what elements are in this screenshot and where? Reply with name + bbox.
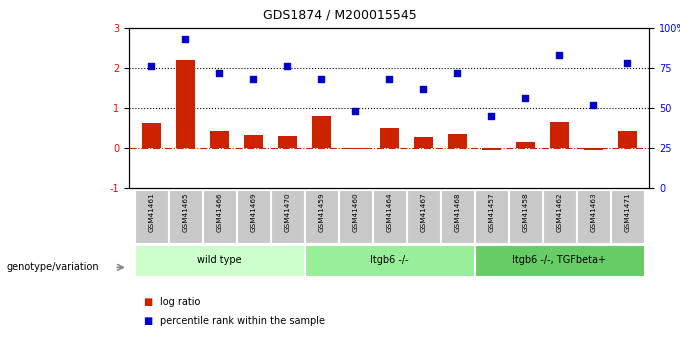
Text: wild type: wild type (197, 256, 241, 265)
Point (622, 60, 633, 66)
Text: GSM41465: GSM41465 (182, 193, 188, 232)
Point (248, 76, 258, 82)
Text: GSM41462: GSM41462 (556, 193, 562, 232)
Text: GSM41467: GSM41467 (420, 193, 426, 232)
Point (180, 36, 190, 42)
Bar (210, 131, 228, 148)
Text: Itgb6 -/-: Itgb6 -/- (370, 256, 409, 265)
Text: GSM41457: GSM41457 (488, 193, 494, 232)
Bar (135, 190, 167, 243)
Bar (312, 116, 330, 148)
Text: GSM41466: GSM41466 (216, 193, 222, 232)
Bar (278, 136, 296, 148)
Bar (441, 190, 474, 243)
Bar (414, 137, 432, 148)
Text: percentile rank within the sample: percentile rank within the sample (160, 316, 325, 326)
Bar (237, 190, 269, 243)
Bar (176, 60, 194, 148)
Point (418, 86, 429, 91)
Text: GSM41463: GSM41463 (590, 193, 596, 232)
Bar (577, 190, 609, 243)
Point (588, 102, 599, 107)
Point (384, 76, 395, 82)
Text: GSM41470: GSM41470 (284, 193, 290, 232)
Point (486, 113, 497, 119)
Text: GSM41471: GSM41471 (624, 193, 630, 232)
Text: GSM41459: GSM41459 (318, 193, 324, 232)
Bar (611, 190, 643, 243)
Text: GSM41469: GSM41469 (250, 193, 256, 232)
Point (350, 108, 361, 114)
Bar (203, 190, 235, 243)
Bar (584, 148, 602, 150)
Bar (550, 122, 568, 148)
Bar (339, 190, 371, 243)
Text: GSM41464: GSM41464 (386, 193, 392, 232)
Bar (305, 190, 337, 243)
Bar (135, 245, 304, 276)
Bar (509, 190, 541, 243)
Bar (271, 190, 304, 243)
Text: GDS1874 / M200015545: GDS1874 / M200015545 (263, 9, 417, 22)
Point (520, 96, 531, 101)
Bar (373, 190, 405, 243)
Text: Itgb6 -/-, TGFbeta+: Itgb6 -/-, TGFbeta+ (512, 256, 607, 265)
Bar (244, 135, 262, 148)
Bar (346, 148, 364, 149)
Bar (618, 131, 636, 148)
Bar (475, 245, 644, 276)
Bar (516, 142, 534, 148)
Point (316, 76, 327, 82)
Bar (380, 128, 398, 148)
Bar (169, 190, 201, 243)
Bar (407, 190, 440, 243)
Text: GSM41460: GSM41460 (352, 193, 358, 232)
Bar (543, 190, 575, 243)
Bar (448, 134, 466, 148)
Bar (305, 245, 474, 276)
Bar (482, 148, 500, 150)
Point (214, 70, 224, 75)
Text: GSM41461: GSM41461 (148, 193, 154, 232)
Text: log ratio: log ratio (160, 297, 200, 307)
Text: ■: ■ (143, 316, 152, 326)
Text: ■: ■ (143, 297, 152, 307)
Bar (475, 190, 507, 243)
Point (282, 63, 292, 69)
Bar (142, 123, 160, 148)
Text: GSM41458: GSM41458 (522, 193, 528, 232)
Point (146, 63, 156, 69)
Text: genotype/variation: genotype/variation (7, 263, 99, 272)
Point (452, 70, 463, 75)
Point (554, 52, 565, 58)
Text: GSM41468: GSM41468 (454, 193, 460, 232)
